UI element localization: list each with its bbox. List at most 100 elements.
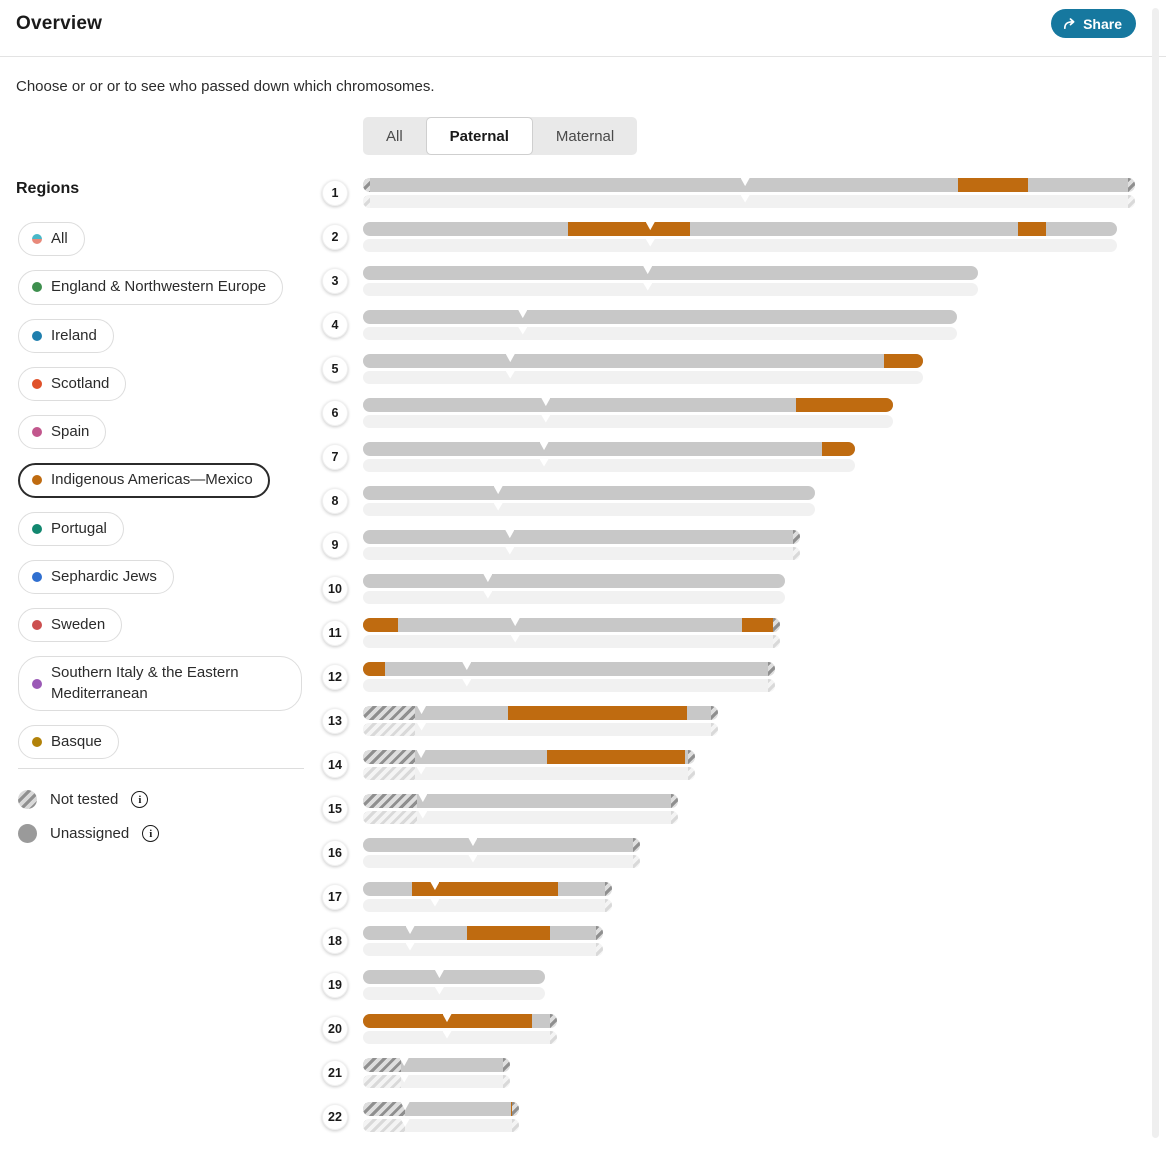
paternal-bar[interactable] <box>363 794 678 808</box>
paternal-bar[interactable] <box>363 662 775 676</box>
region-segment[interactable] <box>796 398 893 412</box>
paternal-bar[interactable] <box>363 310 957 324</box>
region-segment[interactable] <box>412 882 558 896</box>
paternal-bar[interactable] <box>363 882 612 896</box>
maternal-bar-faded[interactable] <box>363 503 815 516</box>
paternal-bar[interactable] <box>363 222 1117 236</box>
region-chip-all[interactable]: All <box>18 222 85 257</box>
region-chip-sweden[interactable]: Sweden <box>18 608 123 643</box>
chromosome-number-badge: 2 <box>322 224 348 250</box>
paternal-bar[interactable] <box>363 354 923 368</box>
not-tested-tip <box>633 838 640 852</box>
paternal-bar[interactable] <box>363 970 545 984</box>
not-tested-tip <box>773 635 780 648</box>
region-segment[interactable] <box>363 618 399 632</box>
not-tested-segment-faded <box>363 1075 402 1088</box>
tab-maternal[interactable]: Maternal <box>555 127 615 145</box>
maternal-bar-faded[interactable] <box>363 723 718 736</box>
scrollbar[interactable] <box>1152 8 1159 1138</box>
info-icon[interactable]: i <box>131 791 149 808</box>
region-dot <box>32 523 42 534</box>
maternal-bar-faded[interactable] <box>363 811 678 824</box>
region-segment[interactable] <box>883 354 923 368</box>
share-button[interactable]: Share <box>1051 9 1136 38</box>
maternal-bar-faded[interactable] <box>363 195 1135 208</box>
maternal-bar-faded[interactable] <box>363 371 923 384</box>
chromosome-number-badge: 18 <box>322 928 348 954</box>
maternal-bar-faded[interactable] <box>363 943 603 956</box>
maternal-bar-faded[interactable] <box>363 547 800 560</box>
region-chip-spain[interactable]: Spain <box>18 415 107 450</box>
centromere-notch <box>505 547 515 555</box>
region-segment[interactable] <box>363 662 385 676</box>
region-segment[interactable] <box>822 442 855 456</box>
maternal-bar-faded[interactable] <box>363 1031 557 1044</box>
region-chip-basque[interactable]: Basque <box>18 724 119 759</box>
maternal-bar-faded[interactable] <box>363 591 785 604</box>
region-chip-southern-italy-eastern-mediterranean[interactable]: Southern Italy & the Eastern Mediterrane… <box>18 656 302 711</box>
region-chip-label: Sweden <box>51 616 106 633</box>
maternal-bar-faded[interactable] <box>363 1075 510 1088</box>
paternal-bar[interactable] <box>363 706 718 720</box>
paternal-bar[interactable] <box>363 618 780 632</box>
centromere-notch <box>399 1075 409 1083</box>
maternal-bar-faded[interactable] <box>363 283 978 296</box>
chromosome-number-badge: 5 <box>322 356 348 382</box>
region-segment[interactable] <box>507 706 688 720</box>
paternal-bar[interactable] <box>363 926 603 940</box>
paternal-bar[interactable] <box>363 266 978 280</box>
maternal-bar-faded[interactable] <box>363 855 640 868</box>
paternal-bar[interactable] <box>363 1102 519 1116</box>
region-chip-england-northwestern-europe[interactable]: England & Northwestern Europe <box>18 270 284 305</box>
paternal-bar[interactable] <box>363 530 800 544</box>
not-tested-tip <box>512 1102 519 1116</box>
paternal-bar[interactable] <box>363 838 640 852</box>
region-segment[interactable] <box>1018 222 1047 236</box>
region-chip-label: Indigenous Americas—Mexico <box>51 471 253 489</box>
paternal-bar[interactable] <box>363 1058 510 1072</box>
maternal-bar-faded[interactable] <box>363 327 957 340</box>
paternal-bar[interactable] <box>363 178 1135 192</box>
paternal-bar[interactable] <box>363 574 785 588</box>
tab-all[interactable]: All <box>386 127 403 145</box>
not-tested-tip <box>768 662 775 676</box>
not-tested-tip <box>363 178 370 192</box>
paternal-bar[interactable] <box>363 1014 557 1028</box>
paternal-bar[interactable] <box>363 442 855 456</box>
maternal-bar-faded[interactable] <box>363 987 545 1000</box>
paternal-bar[interactable] <box>363 398 893 412</box>
maternal-bar-faded[interactable] <box>363 459 855 472</box>
region-chip-ireland[interactable]: Ireland <box>18 318 114 353</box>
centromere-notch <box>430 899 440 907</box>
centromere-notch <box>493 486 503 495</box>
maternal-bar-faded[interactable] <box>363 899 612 912</box>
centromere-notch <box>510 618 520 627</box>
paternal-bar[interactable] <box>363 486 815 500</box>
region-segment[interactable] <box>546 750 686 764</box>
chromosome-number-badge: 21 <box>322 1060 348 1086</box>
maternal-bar-faded[interactable] <box>363 239 1117 252</box>
region-chip-indigenous-americas-mexico[interactable]: Indigenous Americas—Mexico <box>18 463 270 498</box>
chromosome-chart: 1 2 3 4 5 6 7 8 9 10 11 12 13 14 15 16 17 18 19 20 21 22 <box>322 0 1152 1152</box>
maternal-bar-faded[interactable] <box>363 635 780 648</box>
region-segment[interactable] <box>466 926 550 940</box>
not-tested-segment-faded <box>363 811 417 824</box>
region-dot <box>32 282 42 293</box>
info-icon[interactable]: i <box>142 825 160 842</box>
maternal-bar-faded[interactable] <box>363 767 695 780</box>
maternal-bar-faded[interactable] <box>363 1119 519 1132</box>
region-chip-scotland[interactable]: Scotland <box>18 366 127 401</box>
region-segment[interactable] <box>958 178 1028 192</box>
region-chip-sephardic-jews[interactable]: Sephardic Jews <box>18 559 174 594</box>
paternal-bar[interactable] <box>363 750 695 764</box>
not-tested-tip <box>633 855 640 868</box>
tab-paternal[interactable]: Paternal <box>425 117 533 155</box>
region-segment[interactable] <box>742 618 778 632</box>
legend: Not tested i Unassigned i <box>18 768 304 858</box>
region-chip-portugal[interactable]: Portugal <box>18 511 124 546</box>
region-segment[interactable] <box>568 222 691 236</box>
maternal-bar-faded[interactable] <box>363 679 775 692</box>
chromosome-number-badge: 10 <box>322 576 348 602</box>
maternal-bar-faded[interactable] <box>363 415 893 428</box>
not-tested-segment <box>363 1102 406 1116</box>
